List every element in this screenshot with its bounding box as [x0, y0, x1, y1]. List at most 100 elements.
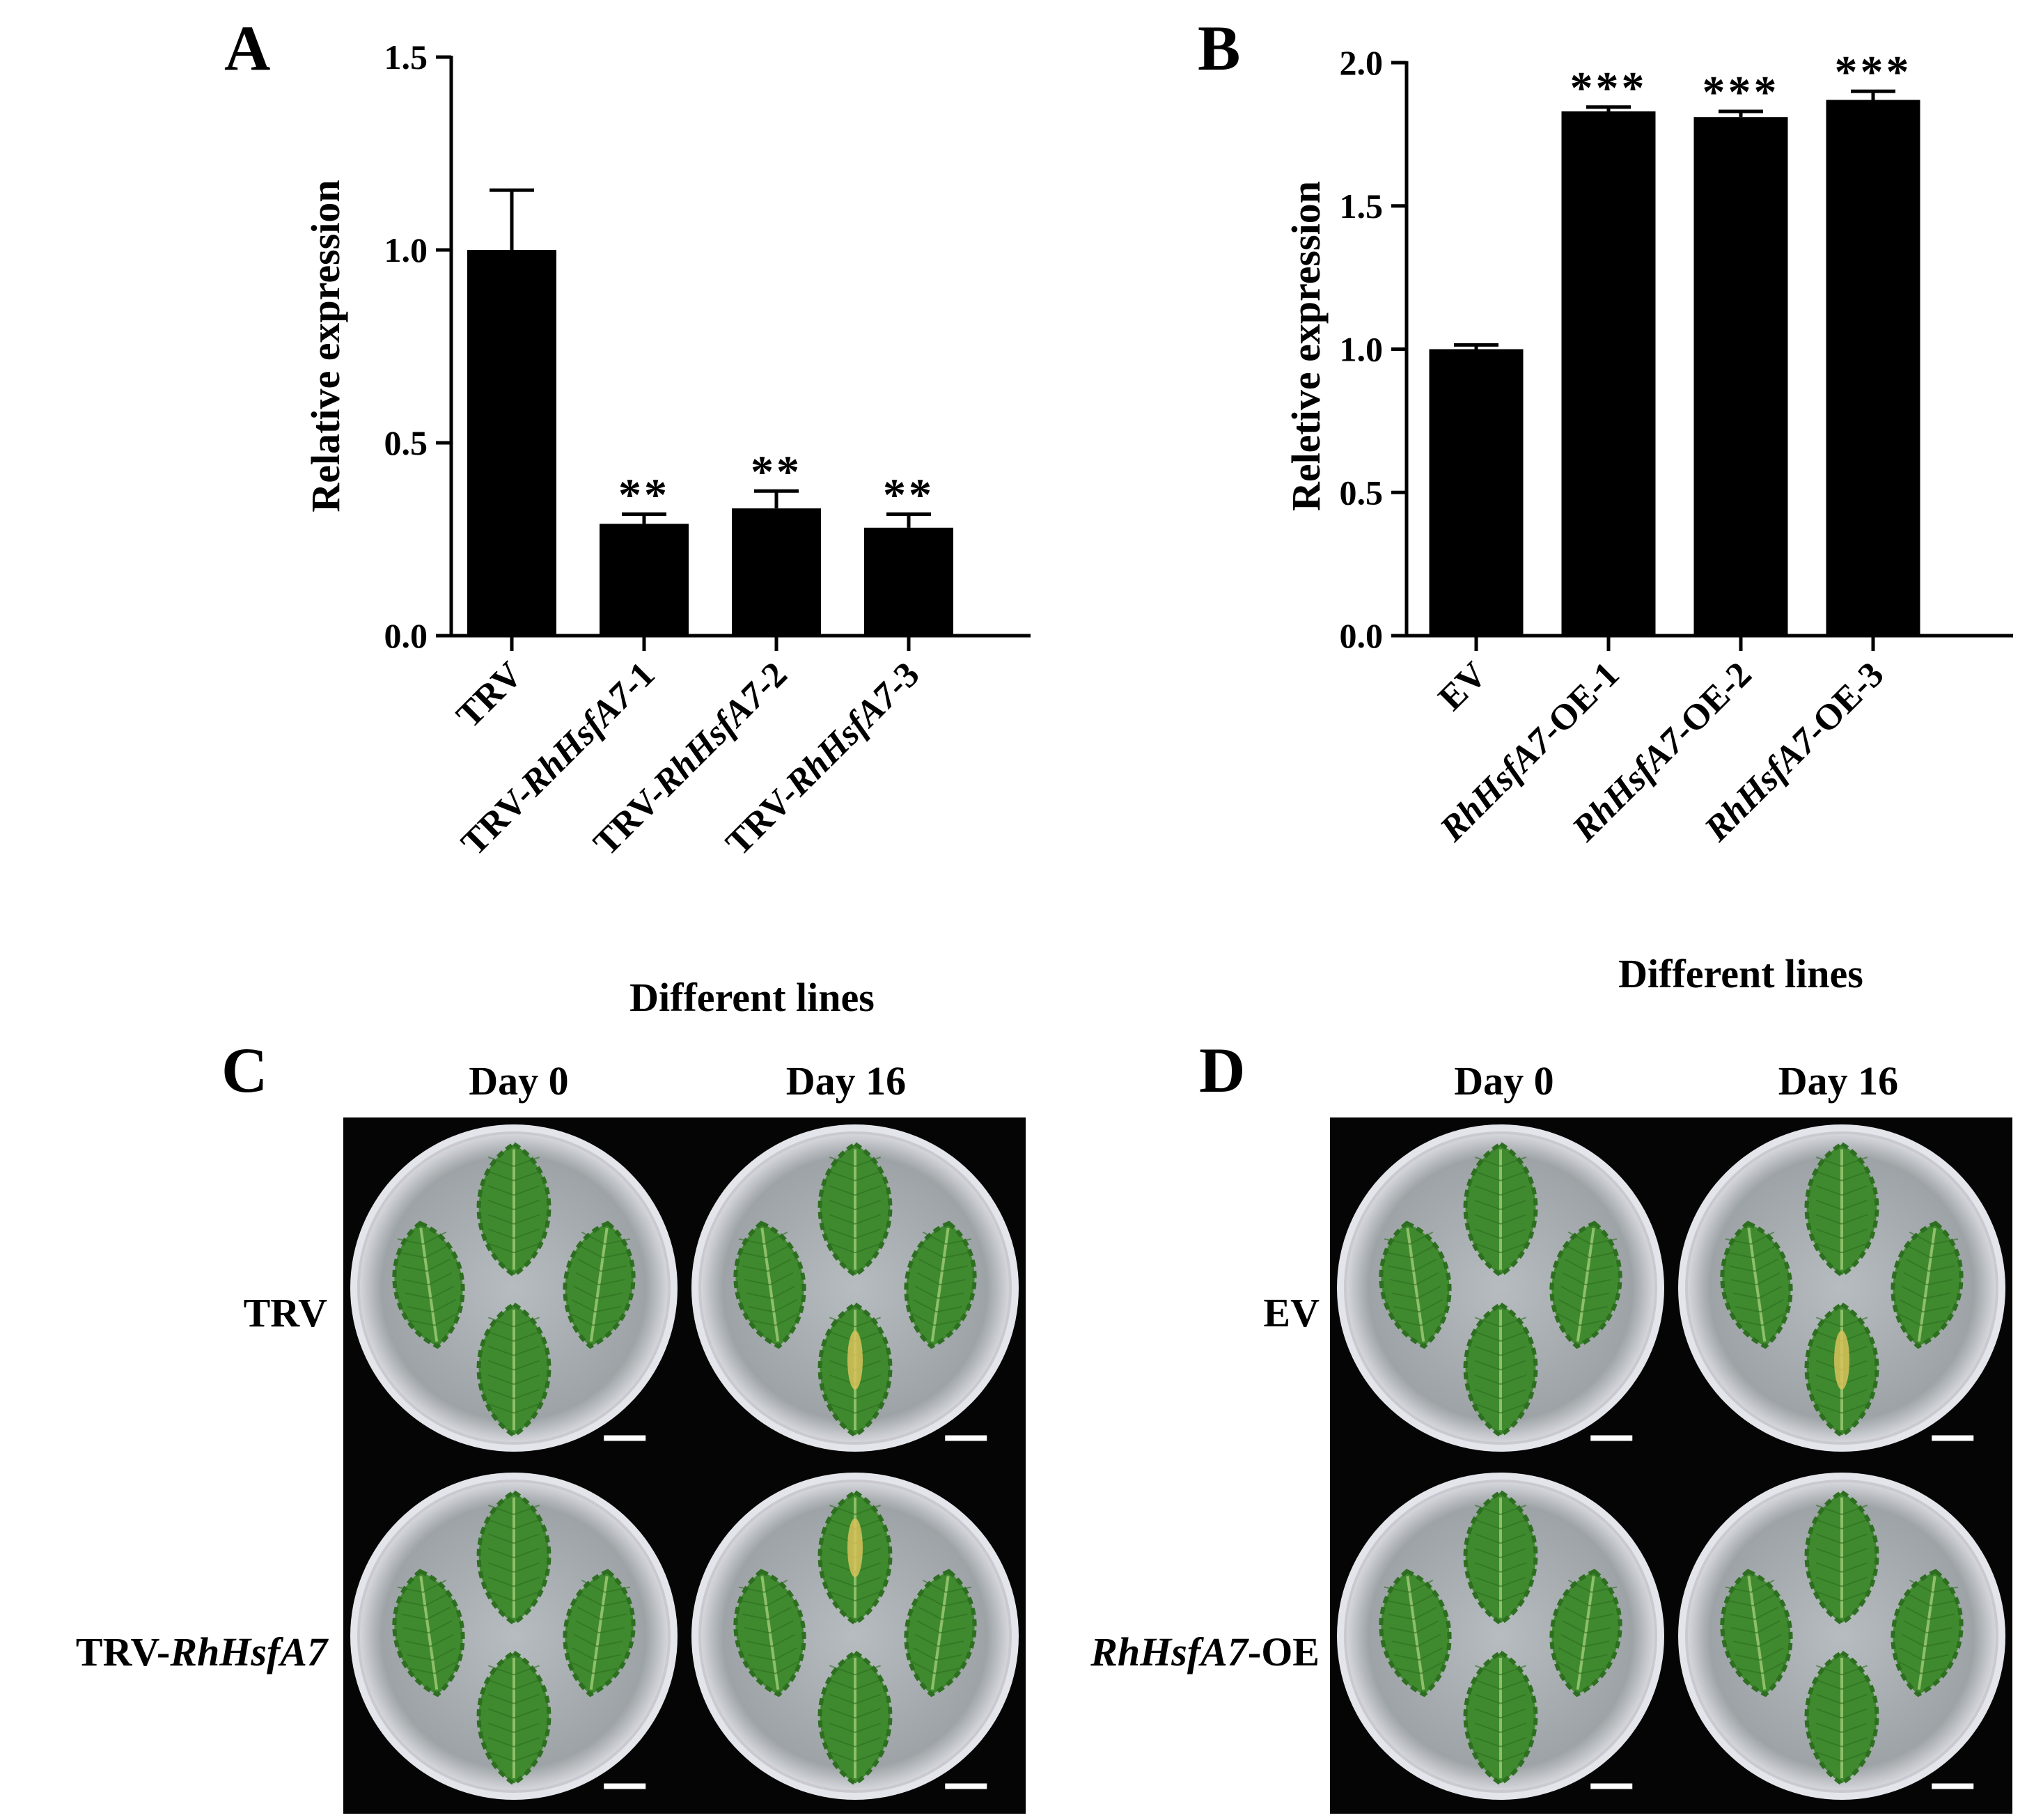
- leaf-vein: [1500, 1665, 1526, 1676]
- leaf-vein: [911, 1661, 935, 1674]
- x-axis-title: Different lines: [1618, 951, 1863, 996]
- leaf-vein: [1500, 1388, 1526, 1399]
- significance-label: ***: [1835, 47, 1912, 97]
- leaf-vein: [1725, 1238, 1751, 1245]
- leaf-vein: [513, 1228, 540, 1239]
- dish-agar: [698, 1131, 1012, 1445]
- leaf-vein: [1816, 1679, 1842, 1690]
- category-label-part: TRV: [449, 654, 531, 736]
- leaf-vein: [1567, 1579, 1592, 1593]
- leaf: [1720, 1569, 1793, 1697]
- leaf-vein: [1384, 1238, 1410, 1245]
- leaf-vein: [829, 1317, 856, 1328]
- leaf-vein: [854, 1665, 881, 1676]
- leaf-vein: [854, 1170, 881, 1182]
- leaf-vein: [488, 1591, 515, 1602]
- leaf: [392, 1569, 465, 1697]
- bar: [1561, 111, 1656, 636]
- leaf-vein: [1816, 1200, 1842, 1211]
- bar: [1826, 100, 1920, 636]
- leaf-vein: [854, 1317, 881, 1328]
- row-label: EV: [1263, 1290, 1320, 1335]
- leaf-vein: [773, 1647, 797, 1661]
- leaf-vein: [513, 1736, 540, 1748]
- leaf-vein: [1729, 1613, 1755, 1620]
- leaf-vein: [1475, 1317, 1501, 1328]
- leaf-vein: [854, 1228, 881, 1239]
- leaf: [1804, 1649, 1879, 1787]
- leaf: [817, 1649, 893, 1787]
- petri-dish: [350, 1124, 678, 1452]
- leaf: [1463, 1649, 1538, 1787]
- leaf-vein: [401, 1613, 428, 1620]
- leaf-vein: [922, 1231, 946, 1245]
- leaf: [904, 1221, 977, 1349]
- leaf-vein: [767, 1606, 792, 1620]
- category-label-part: RhHsfA7: [1432, 721, 1560, 849]
- leaf-vein: [750, 1319, 776, 1326]
- leaf-vein: [829, 1751, 856, 1762]
- leaf-vein: [1930, 1599, 1957, 1607]
- leaf-vein: [1841, 1505, 1868, 1516]
- leaf-vein: [573, 1285, 597, 1299]
- leaf-vein: [488, 1751, 515, 1762]
- leaf-vein: [829, 1243, 856, 1254]
- leaf-vein: [1409, 1231, 1434, 1245]
- leaf-vein: [934, 1668, 960, 1674]
- leaf-vein: [914, 1633, 939, 1647]
- panel-label-c: C: [221, 1035, 267, 1106]
- leaf-vein: [581, 1579, 605, 1593]
- leaf-vein: [1475, 1374, 1501, 1386]
- leaf-vein: [1751, 1579, 1775, 1593]
- leaf-vein: [1816, 1317, 1842, 1328]
- leaf-vein: [1564, 1258, 1588, 1272]
- leaf-vein: [604, 1586, 631, 1593]
- y-tick-label: 1.0: [384, 230, 428, 269]
- leaf-vein: [513, 1751, 540, 1762]
- leaf-vein: [409, 1668, 435, 1674]
- leaf-vein: [1901, 1285, 1925, 1299]
- leaf-vein: [1900, 1299, 1924, 1313]
- leaf-vein: [1927, 1278, 1953, 1286]
- leaf-vein: [938, 1292, 964, 1299]
- leaf-vein: [1841, 1519, 1868, 1530]
- leaf-vein: [1589, 1599, 1615, 1607]
- row-label: RhHsfA7-OE: [1090, 1629, 1320, 1674]
- leaf-vein: [1816, 1591, 1842, 1602]
- leaf-vein: [513, 1170, 540, 1182]
- leaf-vein: [1897, 1661, 1922, 1674]
- leaf-vein: [1816, 1751, 1842, 1762]
- leaf-vein: [1393, 1654, 1420, 1661]
- leaf-vein: [597, 1640, 623, 1647]
- leaf: [1379, 1221, 1452, 1349]
- leaf-vein: [916, 1272, 941, 1286]
- leaf-vein: [488, 1388, 515, 1399]
- leaf-vein: [829, 1228, 856, 1239]
- category-label-part: -OE-3: [1797, 654, 1891, 749]
- leaf-vein: [513, 1591, 540, 1602]
- leaf-vein: [829, 1388, 856, 1399]
- leaf-vein: [1760, 1299, 1784, 1313]
- leaf-vein: [914, 1285, 939, 1299]
- leaf-vein: [513, 1548, 540, 1559]
- leaf-vein: [921, 1593, 945, 1607]
- leaf-vein: [1586, 1626, 1612, 1634]
- leaf-vein: [1500, 1533, 1526, 1544]
- leaf-vein: [746, 1292, 772, 1299]
- leaf-vein: [1816, 1736, 1842, 1748]
- leaf-vein: [1567, 1231, 1592, 1245]
- leaf-vein: [405, 1640, 431, 1647]
- leaf-vein: [946, 1238, 972, 1245]
- leaf-vein: [1500, 1519, 1526, 1530]
- leaf-vein: [773, 1299, 797, 1313]
- leaf-vein: [1500, 1360, 1526, 1371]
- leaf-vein: [1841, 1562, 1868, 1573]
- leaf: [817, 1141, 893, 1278]
- leaf-vein: [1907, 1245, 1932, 1259]
- leaf-vein: [513, 1505, 540, 1516]
- bar: [1429, 349, 1524, 636]
- leaf-vein: [1500, 1156, 1526, 1168]
- leaf-vein: [1393, 1305, 1420, 1313]
- leaf-vein: [1897, 1312, 1922, 1326]
